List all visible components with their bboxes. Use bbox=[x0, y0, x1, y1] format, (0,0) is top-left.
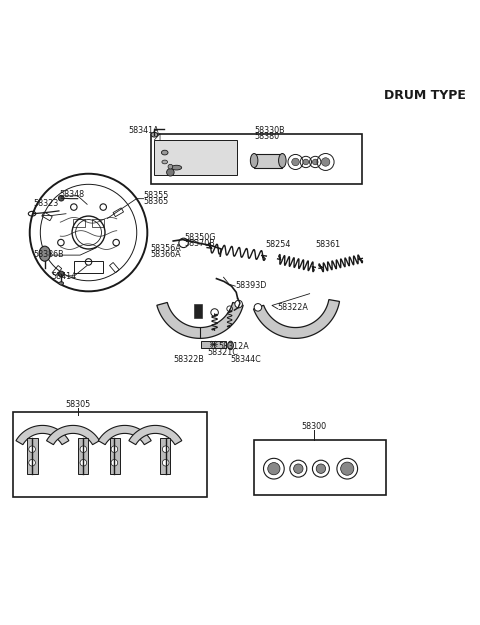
Ellipse shape bbox=[171, 165, 181, 170]
Bar bbox=[151, 134, 362, 184]
Text: 58305: 58305 bbox=[65, 400, 90, 409]
Text: 58350G: 58350G bbox=[184, 232, 216, 242]
Bar bbox=[254, 154, 282, 168]
Bar bbox=[113, 208, 123, 217]
Polygon shape bbox=[157, 302, 243, 338]
Ellipse shape bbox=[228, 341, 233, 349]
Circle shape bbox=[316, 464, 325, 473]
Bar bbox=[110, 438, 120, 474]
Circle shape bbox=[303, 159, 309, 165]
Ellipse shape bbox=[151, 132, 157, 137]
Text: 58414: 58414 bbox=[52, 272, 77, 281]
Text: 58361: 58361 bbox=[315, 240, 340, 249]
Polygon shape bbox=[98, 426, 151, 444]
Circle shape bbox=[268, 462, 280, 475]
Circle shape bbox=[111, 459, 118, 466]
Circle shape bbox=[168, 164, 173, 169]
Text: 58344C: 58344C bbox=[230, 355, 261, 364]
Text: 58386B: 58386B bbox=[33, 249, 64, 259]
Circle shape bbox=[80, 459, 87, 466]
Circle shape bbox=[80, 446, 87, 452]
Text: 58254: 58254 bbox=[266, 240, 291, 249]
Circle shape bbox=[312, 159, 318, 165]
Bar bbox=[202, 341, 226, 348]
Circle shape bbox=[292, 158, 299, 166]
Text: 58341A: 58341A bbox=[128, 126, 159, 135]
Ellipse shape bbox=[39, 246, 50, 261]
Bar bbox=[160, 438, 170, 474]
Text: 58330B: 58330B bbox=[254, 126, 285, 135]
Text: 58312A: 58312A bbox=[219, 342, 250, 351]
Circle shape bbox=[322, 158, 330, 166]
Ellipse shape bbox=[161, 150, 168, 155]
Text: DRUM TYPE: DRUM TYPE bbox=[384, 89, 466, 102]
Bar bbox=[254, 441, 386, 495]
Circle shape bbox=[59, 271, 64, 277]
Circle shape bbox=[111, 446, 118, 452]
Ellipse shape bbox=[278, 154, 286, 168]
Circle shape bbox=[162, 446, 169, 452]
Circle shape bbox=[59, 196, 64, 201]
Bar bbox=[73, 219, 85, 227]
Text: 58323: 58323 bbox=[33, 199, 58, 208]
Text: 58300: 58300 bbox=[302, 422, 327, 431]
Bar bbox=[194, 304, 203, 318]
Text: 58366A: 58366A bbox=[151, 249, 181, 259]
Ellipse shape bbox=[251, 154, 258, 168]
Bar bbox=[74, 261, 103, 272]
Text: 58365: 58365 bbox=[144, 198, 169, 206]
Text: 58322B: 58322B bbox=[173, 355, 204, 364]
Bar bbox=[13, 412, 207, 497]
Bar bbox=[42, 212, 52, 221]
Circle shape bbox=[341, 462, 354, 475]
Text: 58321C: 58321C bbox=[207, 348, 238, 357]
Text: 58370B: 58370B bbox=[184, 239, 215, 248]
Polygon shape bbox=[253, 299, 339, 338]
Circle shape bbox=[294, 464, 303, 473]
Circle shape bbox=[167, 169, 174, 176]
Text: 58322A: 58322A bbox=[277, 303, 309, 312]
Circle shape bbox=[162, 459, 169, 466]
Circle shape bbox=[29, 459, 36, 466]
Text: 58393D: 58393D bbox=[235, 281, 267, 290]
Text: 58380: 58380 bbox=[254, 132, 279, 141]
Circle shape bbox=[235, 300, 242, 308]
Polygon shape bbox=[47, 426, 99, 444]
Bar bbox=[155, 140, 237, 175]
Polygon shape bbox=[16, 426, 69, 444]
Circle shape bbox=[29, 446, 36, 452]
Bar bbox=[109, 262, 119, 272]
Text: 58356A: 58356A bbox=[151, 244, 181, 252]
Bar bbox=[52, 266, 62, 276]
Ellipse shape bbox=[59, 282, 63, 285]
Ellipse shape bbox=[162, 160, 168, 164]
Text: 58348: 58348 bbox=[59, 191, 84, 199]
Circle shape bbox=[254, 304, 262, 311]
Bar bbox=[27, 438, 38, 474]
Bar bbox=[78, 438, 88, 474]
Polygon shape bbox=[129, 426, 182, 444]
Text: 58355: 58355 bbox=[144, 191, 169, 201]
Bar bbox=[92, 219, 104, 227]
